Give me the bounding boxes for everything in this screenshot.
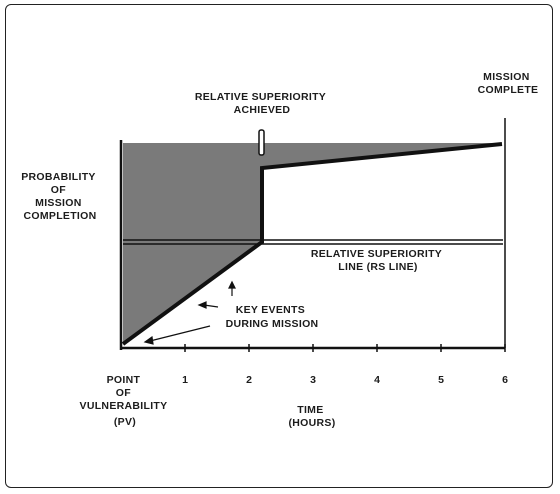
marker-label: RELATIVE SUPERIORITY ACHIEVED xyxy=(195,91,329,116)
x-tick-label: 2 xyxy=(246,374,252,386)
superiority-marker xyxy=(258,129,265,156)
key-event-arrows xyxy=(143,280,236,345)
figure-border xyxy=(5,4,553,488)
probability-curve xyxy=(121,142,503,346)
x-tick-label: 3 xyxy=(310,374,316,386)
x-tick-label: 4 xyxy=(374,374,380,386)
key-events-label: KEY EVENTS DURING MISSION xyxy=(226,304,319,330)
y-axis-label: PROBABILITY OF MISSION COMPLETION xyxy=(21,171,99,222)
x-tick-label: 5 xyxy=(438,374,444,386)
x-tick-labels: 1 2 3 4 5 6 xyxy=(182,374,508,386)
mission-complete-label: MISSION COMPLETE xyxy=(478,71,539,96)
origin-label: POINT OF VULNERABILITY (PV) xyxy=(80,374,171,428)
shaded-area xyxy=(123,143,502,343)
x-axis-title: TIME (HOURS) xyxy=(288,404,335,429)
rs-line-label: RELATIVE SUPERIORITY LINE (RS LINE) xyxy=(311,248,445,273)
x-tick-label: 6 xyxy=(502,374,508,386)
x-tick-label: 1 xyxy=(182,374,188,386)
